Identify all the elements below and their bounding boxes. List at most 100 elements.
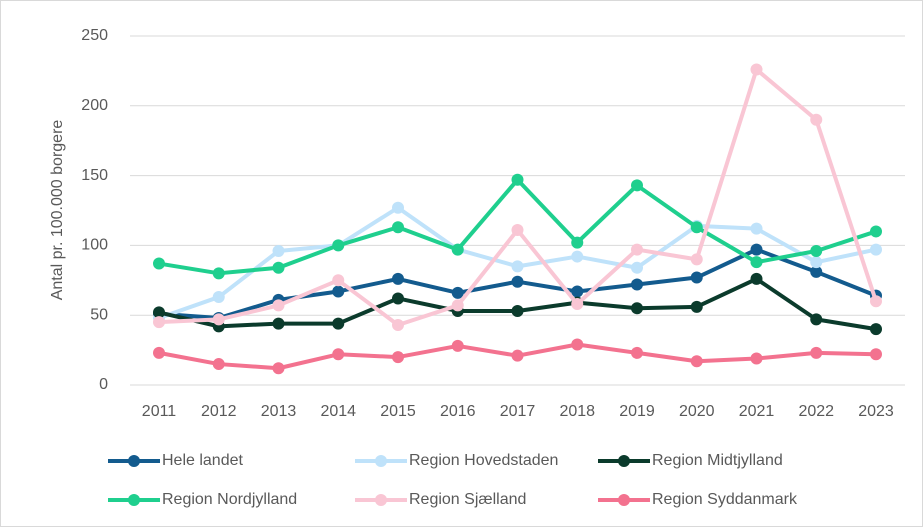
data-point bbox=[750, 222, 763, 235]
data-point bbox=[631, 346, 643, 359]
data-point bbox=[511, 275, 524, 288]
data-point bbox=[631, 179, 643, 192]
y-tick-label: 100 bbox=[81, 237, 108, 254]
data-point bbox=[810, 265, 823, 278]
x-tick-label: 2022 bbox=[798, 403, 834, 420]
data-point bbox=[272, 317, 285, 330]
y-tick-label: 150 bbox=[81, 167, 108, 184]
data-point bbox=[392, 292, 404, 305]
x-tick-label: 2012 bbox=[201, 403, 237, 420]
data-point bbox=[272, 299, 285, 312]
data-point bbox=[571, 250, 584, 263]
data-point bbox=[750, 243, 763, 256]
data-point bbox=[332, 285, 345, 298]
data-point bbox=[451, 243, 464, 256]
data-point bbox=[212, 291, 225, 304]
data-point bbox=[272, 244, 285, 257]
legend-label: Hele landet bbox=[162, 452, 244, 469]
data-point bbox=[870, 243, 882, 256]
data-point bbox=[631, 302, 643, 315]
data-point bbox=[511, 305, 524, 318]
data-point bbox=[631, 261, 643, 274]
data-point bbox=[272, 261, 285, 274]
data-point bbox=[571, 338, 584, 351]
y-tick-label: 200 bbox=[81, 97, 108, 114]
data-point bbox=[272, 362, 285, 375]
data-point bbox=[153, 306, 165, 319]
data-point bbox=[392, 221, 404, 234]
data-point bbox=[631, 243, 643, 256]
data-point bbox=[870, 225, 882, 238]
data-point bbox=[212, 358, 225, 371]
legend-marker bbox=[375, 494, 387, 506]
data-point bbox=[750, 256, 763, 269]
data-point bbox=[153, 257, 165, 270]
data-point bbox=[870, 323, 882, 336]
data-point bbox=[810, 313, 823, 326]
data-point bbox=[750, 272, 763, 285]
legend-label: Region Hovedstaden bbox=[409, 452, 558, 469]
legend-marker bbox=[128, 494, 140, 506]
data-point bbox=[511, 349, 524, 362]
data-point bbox=[332, 348, 345, 361]
data-point bbox=[810, 256, 823, 269]
legend-marker bbox=[375, 455, 387, 467]
legend-label: Region Nordjylland bbox=[162, 491, 297, 508]
data-point bbox=[690, 221, 703, 234]
data-point bbox=[810, 346, 823, 359]
legend-label: Region Sjælland bbox=[409, 491, 526, 508]
x-tick-label: 2023 bbox=[858, 403, 894, 420]
x-tick-label: 2011 bbox=[142, 403, 177, 420]
legend-label: Region Syddanmark bbox=[652, 491, 798, 508]
data-point bbox=[571, 236, 584, 249]
data-point bbox=[571, 285, 584, 298]
x-tick-label: 2014 bbox=[320, 403, 356, 420]
data-point bbox=[511, 173, 524, 186]
data-point bbox=[392, 201, 404, 214]
legend-marker bbox=[618, 455, 630, 467]
legend-label: Region Midtjylland bbox=[652, 452, 783, 469]
data-point bbox=[451, 286, 464, 299]
y-axis-label: Antal pr. 100.000 borgere bbox=[49, 120, 66, 301]
data-point bbox=[750, 63, 763, 76]
data-point bbox=[153, 316, 165, 329]
y-tick-label: 0 bbox=[99, 376, 108, 393]
data-point bbox=[810, 113, 823, 126]
data-point bbox=[690, 253, 703, 266]
legend-marker bbox=[128, 455, 140, 467]
data-point bbox=[153, 346, 165, 359]
data-point bbox=[810, 244, 823, 257]
x-tick-label: 2020 bbox=[679, 403, 715, 420]
data-point bbox=[392, 318, 404, 331]
data-point bbox=[511, 224, 524, 237]
data-point bbox=[332, 274, 345, 287]
data-point bbox=[690, 300, 703, 313]
data-point bbox=[690, 355, 703, 368]
data-point bbox=[870, 295, 882, 308]
data-point bbox=[392, 272, 404, 285]
data-point bbox=[451, 339, 464, 352]
x-tick-label: 2013 bbox=[261, 403, 297, 420]
data-point bbox=[690, 271, 703, 284]
x-tick-label: 2018 bbox=[559, 403, 595, 420]
data-point bbox=[451, 299, 464, 312]
data-point bbox=[631, 278, 643, 291]
data-point bbox=[212, 313, 225, 326]
data-point bbox=[392, 351, 404, 364]
data-point bbox=[750, 352, 763, 365]
y-tick-label: 250 bbox=[81, 27, 108, 44]
x-tick-label: 2015 bbox=[380, 403, 416, 420]
x-tick-label: 2021 bbox=[739, 403, 775, 420]
data-point bbox=[870, 348, 882, 361]
data-point bbox=[332, 317, 345, 330]
x-tick-label: 2017 bbox=[500, 403, 536, 420]
data-point bbox=[571, 298, 584, 311]
data-point bbox=[511, 260, 524, 273]
y-tick-label: 50 bbox=[90, 306, 108, 323]
x-tick-label: 2016 bbox=[440, 403, 476, 420]
data-point bbox=[212, 267, 225, 280]
x-tick-label: 2019 bbox=[619, 403, 655, 420]
legend-marker bbox=[618, 494, 630, 506]
